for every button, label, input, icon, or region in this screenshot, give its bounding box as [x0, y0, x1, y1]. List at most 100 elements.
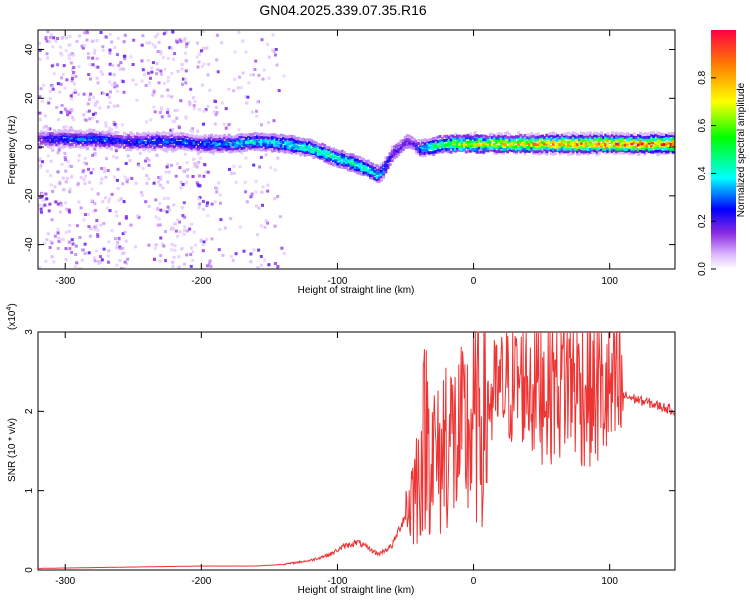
heatmap-cell — [443, 143, 447, 147]
heatmap-cell — [486, 149, 490, 153]
heatmap-cell — [118, 222, 121, 226]
heatmap-cell — [121, 246, 125, 250]
heatmap-cell — [203, 134, 207, 137]
heatmap-cell — [59, 45, 63, 49]
heatmap-cell — [173, 222, 177, 226]
heatmap-cell — [55, 143, 59, 147]
heatmap-cell — [260, 263, 263, 267]
heatmap-cell — [495, 146, 499, 150]
heatmap-cell — [122, 40, 126, 44]
heatmap-cell — [186, 148, 190, 152]
heatmap-cell — [163, 82, 166, 85]
heatmap-cell — [316, 149, 320, 153]
heatmap-cell — [190, 142, 194, 146]
heatmap-cell — [458, 134, 462, 138]
heatmap-cell — [547, 147, 551, 151]
heatmap-cell — [195, 55, 199, 59]
heatmap-cell — [473, 147, 477, 151]
heatmap-cell — [83, 140, 87, 144]
heatmap-cell — [663, 138, 666, 142]
heatmap-cell — [114, 141, 118, 145]
heatmap-cell — [456, 136, 460, 140]
heatmap-cell — [253, 131, 257, 135]
heatmap-cell — [207, 147, 211, 151]
heatmap-cell — [202, 47, 206, 50]
heatmap-cell — [458, 147, 462, 151]
heatmap-cell — [584, 141, 588, 145]
heatmap-cell — [49, 159, 53, 163]
heatmap-cell — [584, 146, 588, 150]
heatmap-cell — [196, 65, 200, 69]
heatmap-cell — [264, 148, 268, 152]
heatmap-cell — [545, 142, 549, 146]
heatmap-cell — [160, 107, 164, 111]
heatmap-cell — [619, 134, 623, 138]
heatmap-cell — [118, 139, 122, 143]
heatmap-cell — [122, 141, 126, 145]
heatmap-cell — [286, 149, 290, 153]
heatmap-cell — [425, 146, 429, 150]
heatmap-cell — [536, 152, 540, 156]
heatmap-cell — [534, 136, 538, 140]
heatmap-cell — [639, 142, 643, 146]
heatmap-cell — [58, 210, 62, 214]
heatmap-cell — [173, 138, 176, 142]
heatmap-cell — [606, 134, 610, 138]
heatmap-cell — [155, 153, 159, 157]
heatmap-cell — [101, 143, 105, 147]
heatmap-cell — [114, 139, 118, 143]
heatmap-cell — [168, 138, 172, 142]
heatmap-cell — [90, 132, 94, 136]
heatmap-cell — [106, 254, 110, 258]
heatmap-cell — [205, 142, 209, 146]
heatmap-cell — [647, 148, 651, 152]
heatmap-cell — [64, 180, 68, 184]
heatmap-cell — [180, 247, 184, 251]
heatmap-cell — [207, 137, 211, 141]
heatmap-cell — [53, 185, 57, 189]
heatmap-cell — [541, 134, 545, 138]
heatmap-cell — [126, 154, 130, 158]
heatmap-cell — [382, 175, 386, 179]
heatmap-cell — [182, 201, 186, 205]
heatmap-cell — [467, 140, 470, 144]
heatmap-cell — [671, 134, 675, 138]
heatmap-cell — [146, 141, 150, 145]
heatmap-cell — [593, 134, 597, 138]
heatmap-cell — [140, 132, 144, 136]
heatmap-cell — [194, 134, 198, 138]
heatmap-cell — [464, 142, 468, 146]
heatmap-cell — [151, 61, 155, 65]
heatmap-cell — [377, 177, 381, 181]
heatmap-cell — [663, 134, 666, 138]
heatmap-cell — [342, 158, 346, 162]
heatmap-cell — [233, 50, 237, 54]
heatmap-cell — [599, 145, 603, 149]
heatmap-cell — [512, 141, 516, 145]
heatmap-cell — [284, 147, 288, 151]
heatmap-cell — [362, 158, 366, 162]
heatmap-cell — [155, 142, 159, 146]
heatmap-cell — [612, 146, 616, 150]
heatmap-cell — [53, 234, 57, 238]
heatmap-cell — [102, 169, 106, 173]
heatmap-cell — [203, 141, 207, 145]
heatmap-cell — [203, 163, 207, 167]
heatmap-cell — [168, 46, 172, 50]
heatmap-cell — [140, 59, 144, 63]
heatmap-cell — [288, 138, 292, 141]
heatmap-cell — [91, 63, 95, 67]
heatmap-cell — [65, 176, 69, 180]
heatmap-cell — [641, 150, 645, 154]
heatmap-cell — [345, 161, 349, 165]
heatmap-cell — [342, 161, 346, 165]
heatmap-cell — [652, 137, 656, 141]
heatmap-cell — [586, 140, 590, 144]
heatmap-cell — [469, 137, 473, 141]
heatmap-cell — [77, 129, 81, 133]
heatmap-cell — [647, 132, 651, 136]
heatmap-cell — [212, 135, 216, 139]
heatmap-cell — [499, 141, 503, 145]
heatmap-cell — [242, 148, 246, 152]
heatmap-cell — [232, 164, 236, 168]
